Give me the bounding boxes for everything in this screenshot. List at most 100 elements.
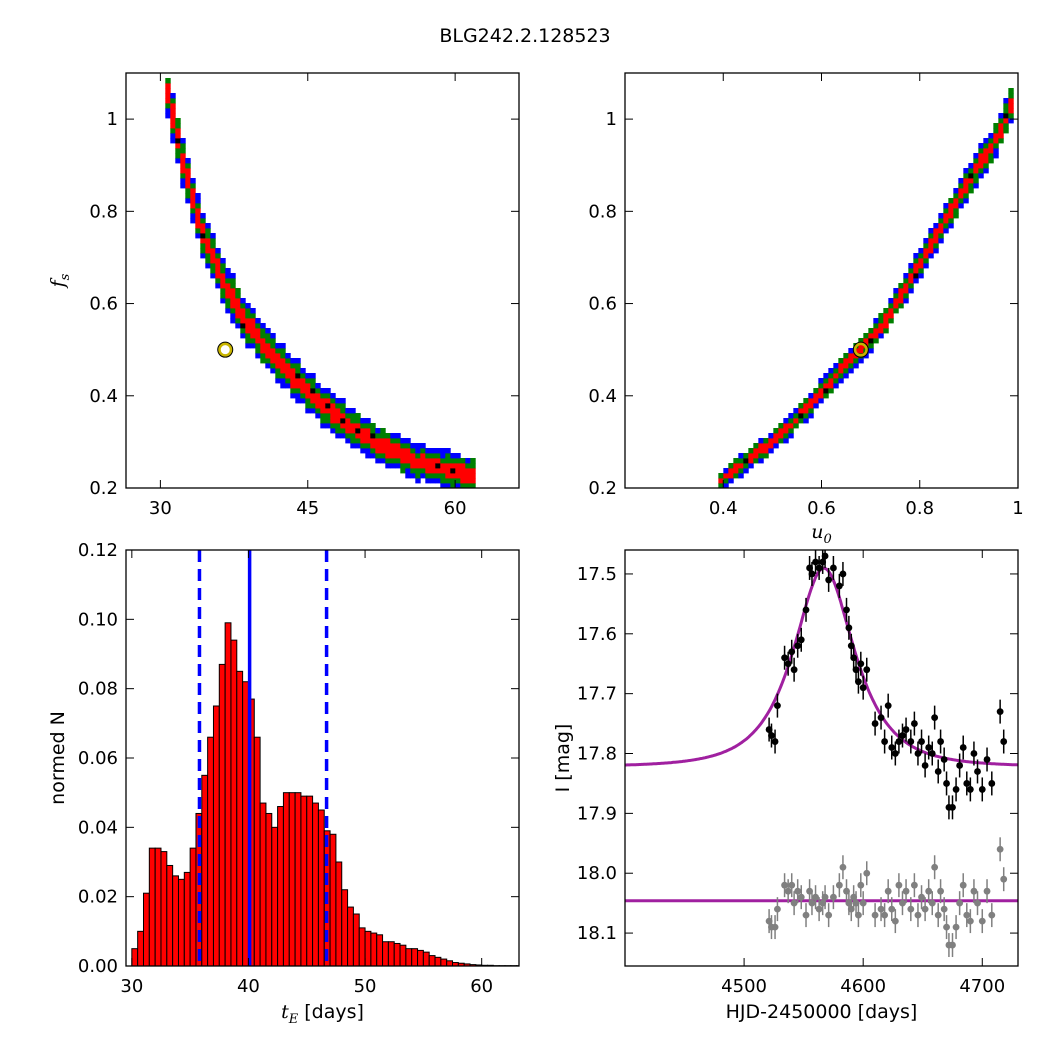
heatmap-cell (305, 403, 311, 409)
heatmap-cell (450, 478, 456, 484)
heatmap-cell (978, 168, 984, 174)
heatmap-cell (903, 298, 909, 304)
heatmap-cell (928, 248, 934, 254)
heatmap-cell (788, 418, 794, 424)
heatmap-cell (385, 463, 391, 469)
heatmap-cell (380, 453, 386, 459)
heatmap-cell (310, 408, 316, 414)
data-point (815, 564, 823, 572)
heatmap-cell (435, 453, 441, 459)
histogram-bar (212, 705, 220, 966)
heatmap-cell (933, 248, 939, 254)
heatmap-cell (908, 278, 914, 284)
heatmap-cell (165, 113, 171, 119)
heatmap-cell (420, 468, 426, 474)
data-point (771, 738, 779, 745)
y-tick-label: 0.04 (78, 817, 118, 838)
heatmap-cell (345, 428, 351, 434)
heatmap-cell (728, 478, 734, 484)
heatmap-cell (185, 163, 191, 169)
heatmap-cell (783, 423, 789, 429)
heatmap-cell (958, 183, 964, 189)
heatmap-cell (365, 443, 371, 449)
residual-point (808, 899, 816, 907)
heatmap-cell (818, 383, 824, 389)
figure-title: BLG242.2.128523 (439, 25, 610, 47)
heatmap-cell (230, 278, 236, 284)
heatmap-cell (285, 383, 291, 389)
heatmap-cell (260, 328, 266, 334)
heatmap-cell (973, 183, 979, 189)
residual-point (881, 911, 889, 919)
heatmap-cell (280, 383, 286, 389)
heatmap-cell (938, 218, 944, 224)
heatmap-cell (753, 458, 759, 464)
heatmap-cell (983, 168, 989, 174)
heatmap-cell (335, 423, 341, 429)
heatmap-cell (465, 473, 471, 479)
heatmap-cell (963, 178, 969, 184)
heatmap-cell (195, 213, 201, 219)
heatmap-cell (380, 458, 386, 464)
heatmap-cell (838, 378, 844, 384)
heatmap-cell (868, 338, 874, 344)
heatmap-cell (848, 363, 854, 369)
heatmap-cell (928, 228, 934, 234)
residual-point (937, 887, 944, 895)
heatmap-cell (943, 203, 949, 209)
heatmap-cell (1003, 108, 1009, 114)
heatmap-cell (425, 463, 431, 469)
heatmap-cell (733, 458, 739, 464)
heatmap-cell (415, 468, 421, 474)
residual-point (794, 887, 802, 895)
heatmap-cell (1008, 98, 1014, 104)
heatmap-cell (365, 418, 371, 424)
heatmap-cell (340, 413, 346, 419)
data-point (978, 786, 986, 793)
heatmap-cell (400, 463, 406, 469)
y-axis-label: I [mag] (552, 724, 574, 793)
heatmap-cell (330, 423, 336, 429)
heatmap-cell (1003, 123, 1009, 129)
y-tick-label: 17.9 (577, 803, 617, 824)
heatmap-cell (255, 328, 261, 334)
histogram-bar (417, 949, 424, 966)
heatmap-cell (1003, 103, 1009, 109)
histogram-bar (387, 941, 395, 966)
heatmap-cell (195, 233, 201, 239)
heatmap-cell (718, 473, 724, 479)
heatmap-cell (200, 218, 206, 224)
heatmap-cell (335, 428, 341, 434)
heatmap-cell (908, 263, 914, 269)
heatmap-cell (200, 213, 206, 219)
heatmap-cell (380, 438, 386, 444)
heatmap-cell (225, 288, 231, 294)
heatmap-cell (420, 453, 426, 459)
heatmap-cell (738, 468, 744, 474)
heatmap-cell (903, 273, 909, 279)
heatmap-cell (723, 468, 729, 474)
heatmap-cell (340, 423, 346, 429)
heatmap-cell (953, 213, 959, 219)
data-point (784, 660, 792, 668)
data-point (774, 702, 781, 710)
histogram-bar (376, 934, 384, 966)
residual-point (918, 893, 925, 901)
heatmap-cell (350, 423, 356, 429)
heatmap-cell (893, 308, 899, 314)
heatmap-cell (295, 373, 301, 379)
heatmap-cell (390, 433, 396, 439)
y-tick-label: 17.6 (577, 624, 617, 645)
residual-point (934, 911, 942, 919)
residual-point (815, 905, 823, 913)
heatmap-cell (345, 433, 351, 439)
heatmap-cell (185, 188, 191, 194)
heatmap-cell (928, 253, 934, 259)
residual-point (871, 911, 879, 919)
data-point (871, 720, 879, 727)
heatmap-cell (943, 223, 949, 229)
heatmap-cell (390, 443, 396, 449)
heatmap-cell (470, 478, 476, 484)
heatmap-cell (295, 383, 301, 389)
data-point (812, 558, 819, 566)
